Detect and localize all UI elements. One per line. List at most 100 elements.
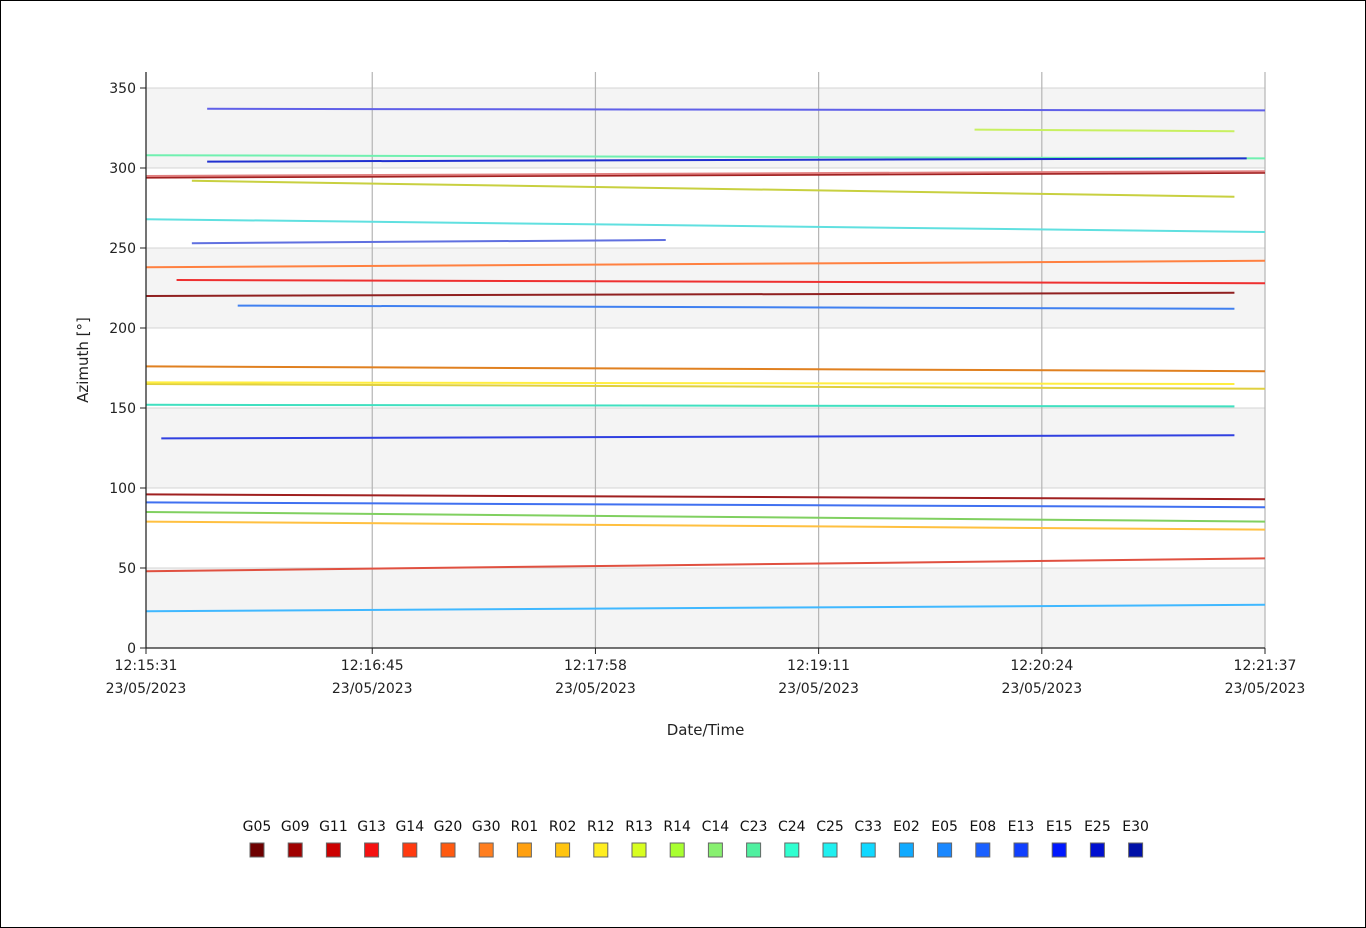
series-line <box>145 218 1266 233</box>
series-line <box>145 493 1266 501</box>
x-tick-date: 23/05/2023 <box>1225 681 1306 697</box>
plot-band <box>146 88 1265 168</box>
y-axis-title: Azimuth [°] <box>74 317 92 403</box>
x-tick-time: 12:20:24 <box>1010 658 1073 674</box>
series-line <box>145 365 1266 373</box>
legend-item: E15 <box>1046 819 1073 858</box>
legend-item: G13 <box>357 819 386 858</box>
legend-item: C14 <box>702 819 730 858</box>
legend-label: G20 <box>434 819 463 835</box>
legend-label: R14 <box>663 819 691 835</box>
x-tick-time: 12:16:45 <box>341 658 404 674</box>
legend-item: C33 <box>854 819 882 858</box>
series-line <box>145 381 1235 385</box>
series-line <box>145 291 1235 297</box>
series-line <box>145 171 1266 179</box>
series-line <box>237 304 1235 310</box>
legend-label: C14 <box>702 819 730 835</box>
plot-band <box>146 168 1265 248</box>
legend-item: G09 <box>281 819 310 858</box>
series-line <box>191 179 1235 198</box>
legend-label: E15 <box>1046 819 1073 835</box>
legend: G05 G09 G11 G13 G14 G20 G30 R01 R02 R12 R13 R14 C14 C… <box>243 819 1149 858</box>
x-tick-date: 23/05/2023 <box>1001 681 1082 697</box>
legend-item: E30 <box>1122 819 1149 858</box>
legend-item: G30 <box>472 819 501 858</box>
legend-swatch <box>325 842 341 858</box>
legend-swatch <box>593 842 609 858</box>
series-line <box>207 107 1266 112</box>
legend-label: G05 <box>243 819 272 835</box>
series-line <box>145 520 1266 531</box>
legend-item: E25 <box>1084 819 1111 858</box>
legend-item: R02 <box>549 819 577 858</box>
legend-item: E02 <box>893 819 920 858</box>
series-line <box>145 403 1235 408</box>
legend-item: C25 <box>816 819 844 858</box>
x-tick-date: 23/05/2023 <box>332 681 413 697</box>
y-tick-label: 0 <box>127 641 136 657</box>
series-line <box>145 557 1266 573</box>
legend-label: R01 <box>511 819 539 835</box>
x-tick-date: 23/05/2023 <box>555 681 636 697</box>
legend-label: G13 <box>357 819 386 835</box>
legend-label: G14 <box>395 819 424 835</box>
legend-swatch <box>937 842 953 858</box>
legend-label: R02 <box>549 819 577 835</box>
y-tick-label: 100 <box>109 481 136 497</box>
legend-label: C25 <box>816 819 844 835</box>
legend-item: E13 <box>1008 819 1035 858</box>
series-line <box>145 603 1266 613</box>
series-line <box>145 259 1266 269</box>
legend-label: E25 <box>1084 819 1111 835</box>
plot-band <box>146 248 1265 328</box>
legend-swatch <box>669 842 685 858</box>
x-axis-title: Date/Time <box>667 721 745 739</box>
legend-swatch <box>1051 842 1067 858</box>
legend-label: E05 <box>931 819 958 835</box>
x-tick-date: 23/05/2023 <box>106 681 187 697</box>
legend-item: E05 <box>931 819 958 858</box>
series-line <box>207 157 1247 163</box>
legend-swatch <box>249 842 265 858</box>
plot-band <box>146 408 1265 488</box>
legend-swatch <box>364 842 380 858</box>
series-line <box>145 154 1266 160</box>
legend-swatch <box>631 842 647 858</box>
x-tick-time: 12:17:58 <box>564 658 627 674</box>
legend-swatch <box>478 842 494 858</box>
legend-item: R13 <box>625 819 653 858</box>
legend-swatch <box>898 842 914 858</box>
legend-item: G11 <box>319 819 348 858</box>
series-line <box>145 383 1266 390</box>
legend-label: E13 <box>1008 819 1035 835</box>
legend-label: E08 <box>969 819 996 835</box>
x-tick-labels: 12:15:31 23/05/2023 12:16:45 23/05/2023 12:1… <box>106 648 1306 697</box>
x-tick-time: 12:15:31 <box>115 658 178 674</box>
legend-swatch <box>555 842 571 858</box>
series-line <box>145 511 1266 523</box>
legend-swatch <box>822 842 838 858</box>
plot-band <box>146 72 1265 88</box>
legend-swatch <box>1089 842 1105 858</box>
y-tick-label: 200 <box>109 321 136 337</box>
legend-item: E08 <box>969 819 996 858</box>
legend-swatch <box>746 842 762 858</box>
x-tick-time: 12:19:11 <box>787 658 850 674</box>
y-tick-label: 300 <box>109 161 136 177</box>
y-tick-label: 150 <box>109 401 136 417</box>
x-tick-time: 12:21:37 <box>1234 658 1297 674</box>
series-line <box>176 279 1266 285</box>
series-line <box>145 501 1266 509</box>
legend-label: G11 <box>319 819 348 835</box>
legend-swatch <box>1013 842 1029 858</box>
legend-item: R12 <box>587 819 615 858</box>
y-tick-label: 250 <box>109 241 136 257</box>
grid-lines <box>145 72 1266 649</box>
legend-label: C23 <box>740 819 768 835</box>
legend-swatch <box>784 842 800 858</box>
y-tick-labels: 0 50 100 150 200 250 300 350 <box>109 81 146 657</box>
legend-label: G09 <box>281 819 310 835</box>
y-tick-label: 50 <box>118 561 136 577</box>
legend-label: C24 <box>778 819 806 835</box>
